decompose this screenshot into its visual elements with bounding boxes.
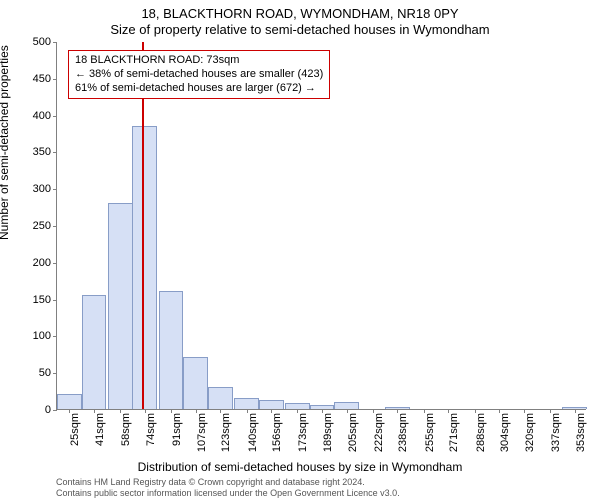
x-tick-label: 222sqm [373, 413, 385, 452]
x-tick-label: 337sqm [550, 413, 562, 452]
annotation-line-3: 61% of semi-detached houses are larger (… [75, 82, 323, 96]
y-tick-mark [53, 300, 57, 301]
histogram-bar [208, 387, 233, 409]
y-tick-label: 200 [33, 257, 51, 269]
y-tick-label: 450 [33, 73, 51, 85]
x-tick-label: 58sqm [120, 413, 132, 446]
annotation-box: 18 BLACKTHORN ROAD: 73sqm ← 38% of semi-… [68, 50, 330, 99]
histogram-bar [108, 203, 133, 409]
x-tick-label: 173sqm [297, 413, 309, 452]
histogram-bar [234, 398, 259, 409]
y-tick-mark [53, 42, 57, 43]
x-tick-label: 205sqm [347, 413, 359, 452]
x-tick-label: 107sqm [196, 413, 208, 452]
histogram-bar [259, 400, 284, 409]
x-tick-label: 140sqm [247, 413, 259, 452]
y-tick-mark [53, 116, 57, 117]
y-tick-label: 150 [33, 294, 51, 306]
y-tick-mark [53, 79, 57, 80]
y-tick-label: 50 [39, 367, 51, 379]
x-tick-label: 271sqm [448, 413, 460, 452]
x-tick-label: 320sqm [524, 413, 536, 452]
y-tick-mark [53, 152, 57, 153]
x-tick-label: 288sqm [475, 413, 487, 452]
y-tick-label: 250 [33, 220, 51, 232]
y-tick-mark [53, 373, 57, 374]
x-tick-label: 123sqm [220, 413, 232, 452]
x-tick-label: 41sqm [94, 413, 106, 446]
chart-title-sub: Size of property relative to semi-detach… [0, 22, 600, 37]
x-tick-label: 353sqm [575, 413, 587, 452]
x-tick-label: 238sqm [397, 413, 409, 452]
y-tick-label: 0 [45, 404, 51, 416]
x-tick-label: 189sqm [322, 413, 334, 452]
chart-title-address: 18, BLACKTHORN ROAD, WYMONDHAM, NR18 0PY [0, 6, 600, 21]
y-tick-label: 500 [33, 36, 51, 48]
y-tick-label: 350 [33, 146, 51, 158]
y-tick-mark [53, 410, 57, 411]
x-tick-label: 25sqm [69, 413, 81, 446]
histogram-bar [183, 357, 208, 409]
annotation-line-1: 18 BLACKTHORN ROAD: 73sqm [75, 54, 323, 68]
histogram-bar [82, 295, 107, 409]
footer-line-2: Contains public sector information licen… [56, 488, 400, 498]
y-tick-mark [53, 336, 57, 337]
annotation-line-2: ← 38% of semi-detached houses are smalle… [75, 68, 323, 82]
x-tick-label: 255sqm [424, 413, 436, 452]
histogram-bar [132, 126, 157, 409]
x-tick-label: 156sqm [271, 413, 283, 452]
x-axis-label: Distribution of semi-detached houses by … [0, 460, 600, 474]
y-tick-label: 300 [33, 183, 51, 195]
histogram-bar [334, 402, 359, 409]
y-axis-label: Number of semi-detached properties [0, 45, 11, 240]
histogram-bar [57, 394, 82, 409]
histogram-bar [159, 291, 184, 409]
x-tick-label: 304sqm [499, 413, 511, 452]
attribution-footer: Contains HM Land Registry data © Crown c… [56, 477, 400, 498]
x-tick-label: 91sqm [171, 413, 183, 446]
x-tick-label: 74sqm [145, 413, 157, 446]
plot: 05010015020025030035040045050025sqm41sqm… [56, 42, 586, 410]
y-tick-mark [53, 226, 57, 227]
y-tick-mark [53, 263, 57, 264]
footer-line-1: Contains HM Land Registry data © Crown c… [56, 477, 400, 487]
chart-container: 18, BLACKTHORN ROAD, WYMONDHAM, NR18 0PY… [0, 0, 600, 500]
y-tick-label: 400 [33, 110, 51, 122]
y-tick-mark [53, 189, 57, 190]
y-tick-label: 100 [33, 330, 51, 342]
